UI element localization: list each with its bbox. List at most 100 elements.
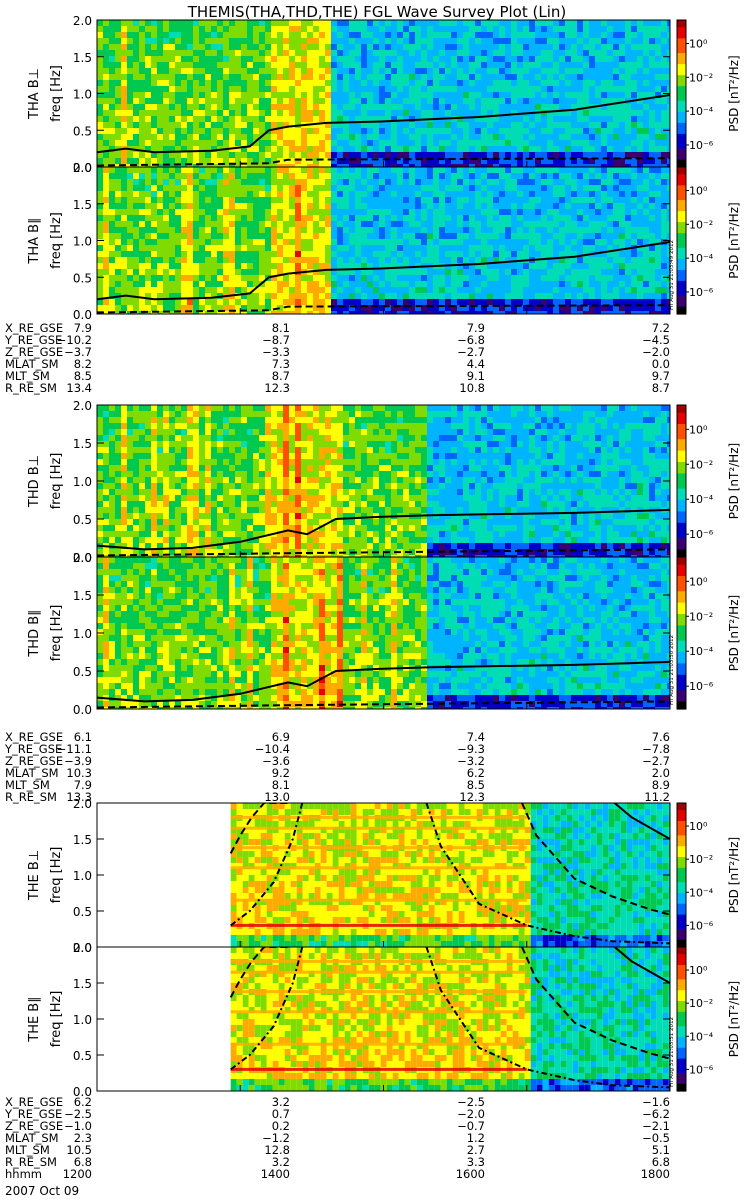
y-tick-label: 0.0 <box>73 161 92 175</box>
overlay-lines <box>97 241 670 314</box>
ephemeris-value: −11.1 <box>57 742 92 756</box>
panel-ylabel: THD B⊥ <box>27 455 42 508</box>
ephemeris-value: −7.8 <box>642 742 670 756</box>
spectrogram-panels: 0.0 0.5 1.0 1.5 2.0 THA B⊥ freq [Hz] 10⁰ 10⁻² 10⁻… <box>27 14 741 1099</box>
ephemeris-row-label: Y_RE_GSE <box>4 1107 62 1121</box>
colorbar-tick-label: 10⁻⁴ <box>689 1030 714 1043</box>
spectrogram-panel: 0.0 0.5 1.0 1.5 2.0 THD B⊥ freq [Hz] 10⁰ 10⁻² 10⁻… <box>27 399 741 565</box>
dashed-line <box>97 304 670 314</box>
colorbar: 10⁰ 10⁻² 10⁻⁴ 10⁻⁶ PSD [nT²/Hz] <box>676 556 741 710</box>
y-tick-label: 1.5 <box>73 977 92 991</box>
freq-axis-title: freq [Hz] <box>49 605 64 662</box>
panel-ylabel: THE B⊥ <box>27 850 42 901</box>
colorbar-tick-label: 10⁻⁶ <box>689 919 714 932</box>
ephemeris-row-label: MLAT_SM <box>5 1131 59 1145</box>
fce-line <box>97 241 670 301</box>
colorbar-tick-label: 10⁻⁴ <box>689 645 714 658</box>
colorbar-tick-label: 10⁻² <box>689 610 713 623</box>
colorbar: 10⁰ 10⁻² 10⁻⁴ 10⁻⁶ PSD [nT²/Hz] <box>676 19 741 168</box>
y-tick-label: 0.5 <box>73 905 92 919</box>
y-tick-label: 1.5 <box>73 589 92 603</box>
y-tick-label: 2.0 <box>73 161 92 175</box>
freq-axis-title: freq [Hz] <box>49 991 64 1048</box>
y-tick-label: 0.0 <box>73 308 92 322</box>
ephemeris-row-label: Y_RE_GSE <box>4 333 62 347</box>
dashed-line <box>229 947 288 998</box>
generation-stamp: Fri Aug 31 21:03:50 2012 <box>669 635 675 705</box>
ephemeris-value: 6.9 <box>272 730 290 744</box>
colorbar-tick-label: 10⁻⁶ <box>689 680 714 693</box>
ephemeris-value: −2.0 <box>457 1107 485 1121</box>
ephemeris-row-label: MLAT_SM <box>5 766 59 780</box>
ephemeris-value: 8.7 <box>652 381 670 395</box>
colorbar: 10⁰ 10⁻² 10⁻⁴ 10⁻⁶ PSD [nT²/Hz] <box>676 946 741 1092</box>
ephemeris-value: 10.5 <box>66 1143 92 1157</box>
ephemeris-value: 2.0 <box>652 766 670 780</box>
ephemeris-value: −2.7 <box>642 754 670 768</box>
ephemeris-row-label: Z_RE_GSE <box>5 1119 63 1133</box>
dashdot-line <box>230 947 304 1071</box>
colorbar: 10⁰ 10⁻² 10⁻⁴ 10⁻⁶ PSD [nT²/Hz] <box>676 802 741 948</box>
fce-line <box>97 660 670 703</box>
ephemeris-block: X_RE_GSE 6.1 6.9 7.4 7.6 Y_RE_GSE−11.1 −10.4 −9… <box>4 730 670 804</box>
ephemeris-value: −10.2 <box>57 333 92 347</box>
ephemeris-value: 1800 <box>641 1167 670 1181</box>
y-tick-label: 0.0 <box>73 551 92 565</box>
ephemeris-row-label: MLT_SM <box>5 778 50 792</box>
ephemeris-value: 8.9 <box>652 778 670 792</box>
spectrogram-texture <box>97 167 670 314</box>
ephemeris-value: 6.1 <box>74 730 92 744</box>
y-tick-label: 0.5 <box>73 665 92 679</box>
ephemeris-row-label: MLT_SM <box>5 1143 50 1157</box>
y-tick-label: 1.5 <box>73 833 92 847</box>
colorbar-tick-label: 10⁻² <box>689 458 713 471</box>
y-tick-label: 0.5 <box>73 1049 92 1063</box>
panel-ylabel: THE B∥ <box>27 996 42 1042</box>
model-curve-line <box>521 803 670 916</box>
fce-line <box>613 803 670 840</box>
ephemeris-value: 10.3 <box>66 766 92 780</box>
y-tick-label: 1.0 <box>73 475 92 489</box>
spectrogram-texture <box>230 803 670 947</box>
ephemeris-value: −3.7 <box>64 345 92 359</box>
ephemeris-value: 7.2 <box>652 321 670 335</box>
ephemeris-block: X_RE_GSE 6.2 3.2 −2.5 −1.6Y_RE_GSE −2.5 0.7 −2.… <box>4 1095 670 1181</box>
ephemeris-value: 1200 <box>63 1167 92 1181</box>
y-tick-label: 1.0 <box>73 869 92 883</box>
model-curve-line <box>425 947 670 1089</box>
panel-ylabel: THA B∥ <box>27 217 42 264</box>
y-tick-label: 1.0 <box>73 88 92 102</box>
spectrogram-panel: 0.0 0.5 1.0 1.5 2.0 THE B∥ freq [Hz] 10⁰ 10⁻² 10⁻… <box>27 941 741 1099</box>
ephemeris-value: 7.3 <box>272 357 290 371</box>
ephemeris-row-label: X_RE_GSE <box>5 730 63 744</box>
ephemeris-value: 8.5 <box>467 778 485 792</box>
ephemeris-tables: X_RE_GSE 7.9 8.1 7.9 7.2Y_RE_GSE−10.2 −8.7 −6.… <box>4 321 670 1181</box>
ephemeris-value: 4.4 <box>467 357 485 371</box>
y-tick-label: 1.0 <box>73 627 92 641</box>
generation-stamp: Fri Aug 31 21:03:51 2012 <box>669 1017 675 1087</box>
overlay-lines <box>97 660 670 709</box>
ephemeris-value: −6.2 <box>642 1107 670 1121</box>
ephemeris-value: 0.2 <box>272 1119 290 1133</box>
ephemeris-row-label: R_RE_SM <box>5 381 57 395</box>
ephemeris-value: 9.1 <box>467 369 485 383</box>
spectrogram-texture <box>97 20 670 167</box>
y-tick-label: 1.5 <box>73 198 92 212</box>
colorbar-label: PSD [nT²/Hz] <box>727 202 741 278</box>
colorbar-tick-label: 10⁰ <box>689 423 708 436</box>
ephemeris-row-label: X_RE_GSE <box>5 321 63 335</box>
spectrogram-panel: 0.0 0.5 1.0 1.5 2.0 THD B∥ freq [Hz] 10⁰ 10⁻² 10⁻… <box>27 551 741 717</box>
colorbar: 10⁰ 10⁻² 10⁻⁴ 10⁻⁶ PSD [nT²/Hz] <box>676 166 741 315</box>
ephemeris-value: 3.3 <box>467 1155 485 1169</box>
colorbar-frame <box>676 166 687 315</box>
colorbar-tick-label: 10⁻² <box>689 997 713 1010</box>
ephemeris-value: 13.4 <box>66 381 92 395</box>
model-curve-line <box>521 947 670 1060</box>
ephemeris-value: 8.1 <box>272 778 290 792</box>
ephemeris-value: −2.7 <box>457 345 485 359</box>
ephemeris-value: −1.0 <box>64 1119 92 1133</box>
colorbar-tick-label: 10⁻² <box>689 853 713 866</box>
ephemeris-row-label: Y_RE_GSE <box>4 742 62 756</box>
ephemeris-value: −2.5 <box>64 1107 92 1121</box>
colorbar-tick-label: 10⁰ <box>689 820 708 833</box>
